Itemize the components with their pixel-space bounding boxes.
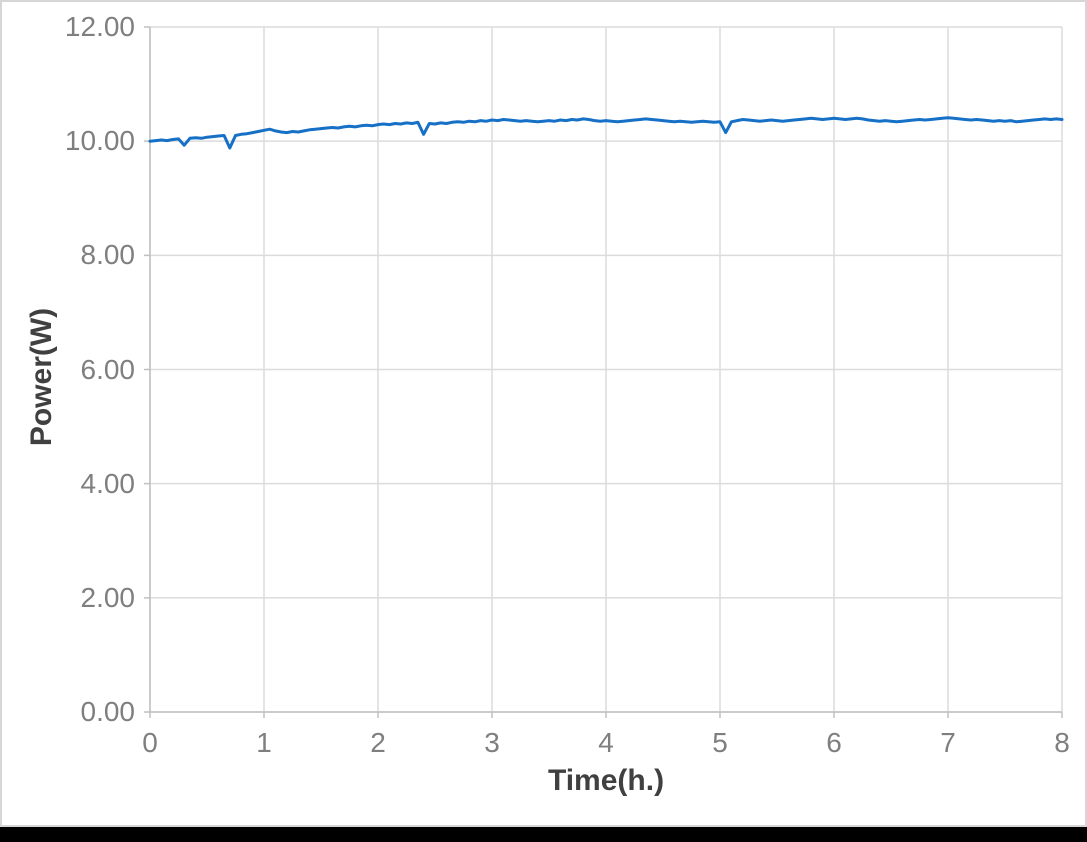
x-tick-label: 8: [1054, 727, 1070, 758]
tick-marks: [144, 26, 1063, 718]
plot-svg: [144, 26, 1064, 718]
x-axis-title: Time(h.): [547, 764, 665, 797]
x-tick-label: 0: [142, 727, 158, 758]
data-series-line: [148, 116, 1064, 150]
y-tick-label: 2.00: [80, 581, 136, 613]
y-tick-label: 12.00: [64, 11, 135, 42]
x-tick-label: 3: [484, 727, 500, 758]
x-tick-label: 7: [940, 727, 956, 758]
x-tick-label: 6: [826, 727, 842, 758]
x-tick-label: 5: [712, 727, 728, 758]
x-tick-label: 2: [370, 727, 386, 758]
y-axis-title: Power(W): [25, 307, 58, 447]
y-tick-label: 8.00: [80, 239, 136, 271]
gridlines: [149, 26, 1063, 713]
y-tick-label: 6.00: [80, 353, 136, 385]
grid-line: [149, 26, 1063, 713]
series-line-power: [148, 116, 1064, 150]
y-tick-label: 4.00: [80, 467, 136, 499]
tick-mark: [144, 26, 1063, 718]
y-tick-label: 10.00: [64, 125, 135, 157]
x-tick-label: 1: [256, 727, 272, 758]
y-tick-label: 0.00: [80, 696, 136, 727]
x-tick-label: 4: [598, 727, 614, 758]
